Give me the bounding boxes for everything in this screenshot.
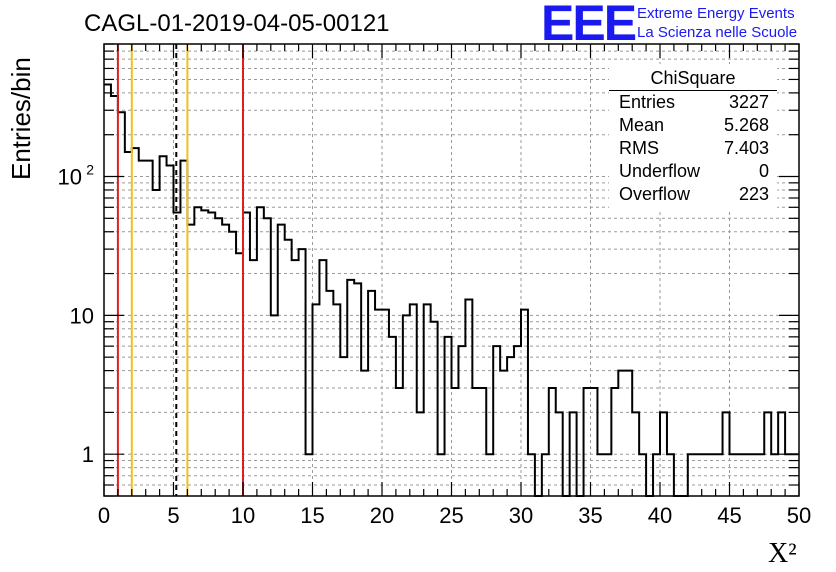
stats-value: 5.268 — [723, 115, 769, 135]
histogram-series — [104, 83, 799, 497]
x-tick-label: 45 — [717, 503, 741, 528]
stats-value: 0 — [758, 161, 769, 181]
chart-title: CAGL-01-2019-04-05-00121 — [84, 10, 390, 37]
x-tick-label: 5 — [167, 503, 179, 528]
logo-line-1: Extreme Energy Events — [637, 5, 795, 22]
stats-row-overflow: Overflow 223 — [609, 183, 777, 206]
stats-row-underflow: Underflow 0 — [609, 160, 777, 183]
stats-label: Mean — [619, 115, 665, 135]
stats-box: ChiSquare Entries 3227 Mean 5.268 RMS 7.403 Un… — [609, 64, 777, 211]
x-tick-label: 15 — [300, 503, 324, 528]
y-tick-label: 1 — [82, 442, 94, 467]
x-tick-label: 0 — [98, 503, 110, 528]
stats-label: Underflow — [619, 161, 701, 181]
stats-label: Overflow — [619, 184, 691, 204]
y-tick-label-exponent: 2 — [86, 161, 94, 177]
y-tick-label: 10 — [70, 303, 94, 328]
y-axis-label: Entries/bin — [6, 57, 36, 180]
stats-title: ChiSquare — [609, 64, 777, 91]
stats-value: 223 — [738, 184, 769, 204]
x-tick-label: 40 — [648, 503, 672, 528]
x-axis-label: X² — [768, 538, 797, 569]
x-tick-label: 35 — [578, 503, 602, 528]
stats-row-rms: RMS 7.403 — [609, 137, 777, 160]
x-tick-label: 30 — [509, 503, 533, 528]
x-tick-label: 25 — [439, 503, 463, 528]
x-tick-label: 20 — [370, 503, 394, 528]
stats-row-entries: Entries 3227 — [609, 91, 777, 114]
y-tick-label: 10 — [58, 164, 82, 189]
stats-row-mean: Mean 5.268 — [609, 114, 777, 137]
stats-label: RMS — [619, 138, 659, 158]
x-tick-label: 50 — [787, 503, 811, 528]
logo-line-2: La Scienza nelle Scuole — [637, 24, 798, 41]
stats-value: 7.403 — [723, 138, 769, 158]
eee-logo-text: Extreme Energy Events La Scienza nelle S… — [637, 4, 797, 42]
eee-logo-mark: EEE — [541, 0, 637, 51]
stats-label: Entries — [619, 92, 676, 112]
x-tick-label: 10 — [231, 503, 255, 528]
stats-value: 3227 — [728, 92, 769, 112]
